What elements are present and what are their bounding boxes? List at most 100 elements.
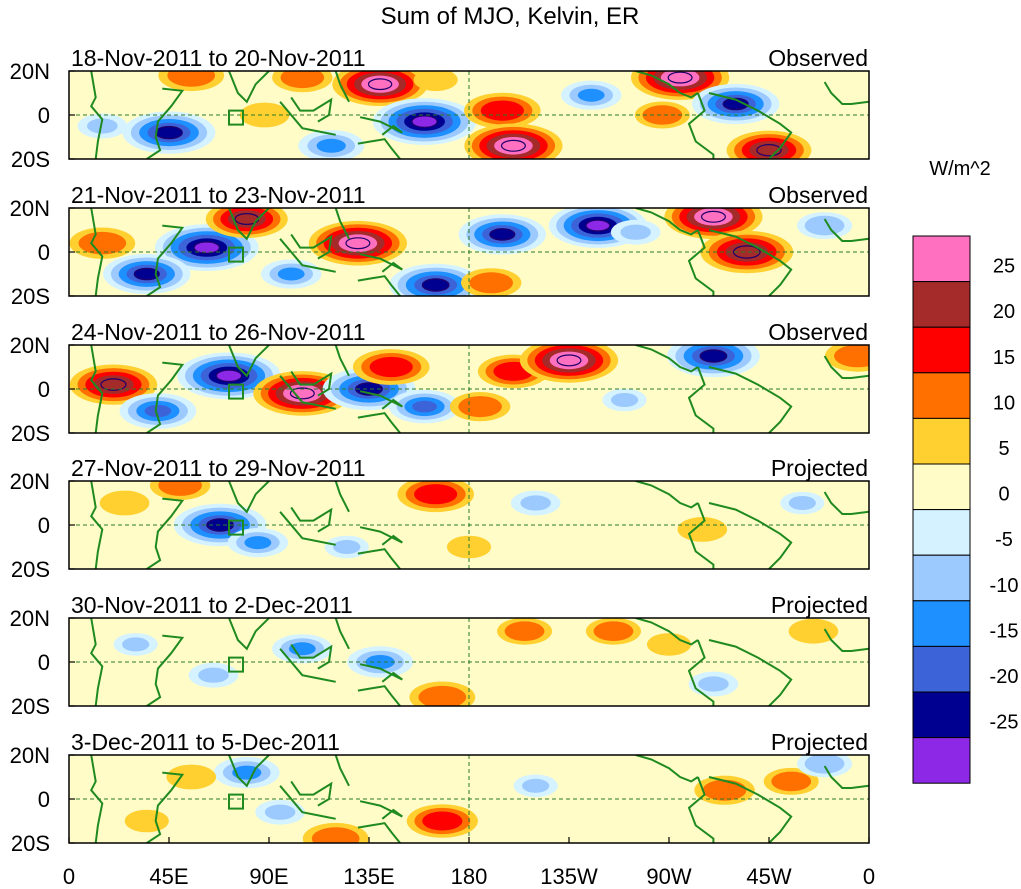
panel-date-range: 21-Nov-2011 to 23-Nov-2011: [71, 182, 366, 208]
colorbar-swatch: [912, 235, 971, 283]
anomaly-cell: [797, 212, 853, 240]
colorbar-swatch: [912, 417, 971, 465]
anomaly-cell: [119, 393, 197, 429]
anomaly-cell: [388, 389, 461, 424]
anomaly-cell: [694, 775, 755, 805]
region-box: [228, 246, 244, 263]
anomaly-cell: [406, 804, 478, 838]
anomaly-cell: [497, 618, 553, 645]
colorbar-swatch: [912, 645, 971, 693]
anomaly-cell: [239, 102, 290, 128]
anomaly-cell: [824, 345, 869, 372]
anomaly-cell: [372, 98, 477, 145]
panel-type-label: Observed: [768, 319, 868, 345]
colorbar-label: 0: [998, 484, 1009, 506]
anomaly-cell: [177, 352, 281, 400]
anomaly-cell: [324, 535, 369, 559]
panel-date-range: 18-Nov-2011 to 20-Nov-2011: [71, 45, 366, 71]
x-axis: 0 45E 90E 135E 180 135W 90W 45W 0: [63, 837, 875, 889]
y-tick-label: 20N: [10, 333, 50, 358]
anomaly-cell: [255, 799, 305, 825]
x-tick-label: 90W: [646, 864, 691, 889]
panel-3: 24-Nov-2011 to 26-Nov-2011 Observed 20N 0 20…: [10, 319, 870, 446]
anomaly-cell: [726, 130, 812, 159]
colorbar: W/m^2 25 20 15 10 5 0 -5 -10 -15 -20 -25: [912, 158, 1019, 784]
panel-date-range: 24-Nov-2011 to 26-Nov-2011: [71, 319, 366, 345]
y-tick-label: 0: [38, 103, 50, 128]
region-box: [228, 656, 244, 673]
y-tick-label: 0: [38, 240, 50, 265]
plot-area: [69, 755, 869, 843]
panel-type-label: Observed: [768, 182, 868, 208]
y-tick-label: 20N: [10, 59, 50, 84]
anomaly-cell: [634, 101, 690, 129]
panel-date-range: 30-Nov-2011 to 2-Dec-2011: [71, 592, 353, 618]
anomaly-cell: [458, 214, 547, 255]
panel-date-range: 3-Dec-2011 to 5-Dec-2011: [71, 729, 340, 755]
anomaly-cell: [122, 111, 216, 154]
panel-type-label: Observed: [768, 45, 868, 71]
coastlines: [90, 208, 869, 296]
colorbar-label: -15: [990, 620, 1019, 642]
colorbar-swatch: [912, 600, 971, 647]
panel-type-label: Projected: [771, 729, 868, 755]
y-tick-label: 20S: [11, 557, 50, 582]
y-tick-label: 20S: [11, 694, 50, 719]
y-tick-label: 20N: [10, 196, 50, 221]
anomaly-cell: [261, 259, 322, 289]
colorbar-swatch: [912, 281, 971, 328]
anomaly-cell: [700, 230, 794, 274]
y-tick-label: 20N: [10, 606, 50, 631]
anomaly-cell: [797, 755, 853, 778]
y-tick-label: 20S: [11, 421, 50, 446]
anomaly-cell: [124, 809, 169, 833]
anomaly-cell: [602, 388, 647, 412]
anomaly-cell: [464, 123, 563, 159]
x-tick-label: 135W: [540, 864, 598, 889]
anomaly-cell: [158, 71, 225, 92]
anomaly-cell: [332, 71, 428, 106]
y-tick-label: 0: [38, 650, 50, 675]
anomaly-cell: [69, 227, 136, 259]
anomaly-cell: [585, 618, 641, 645]
coastlines: [90, 618, 869, 706]
anomaly-cell: [99, 490, 150, 516]
colorbar-swatch: [912, 463, 971, 511]
anomaly-cell: [519, 345, 619, 383]
colorbar-label: 20: [993, 301, 1015, 323]
anomaly-cell: [308, 220, 407, 266]
anomaly-cell: [561, 80, 622, 110]
y-tick-label: 0: [38, 513, 50, 538]
anomaly-cell: [302, 822, 369, 843]
panel-date-range: 27-Nov-2011 to 29-Nov-2011: [71, 455, 366, 481]
colorbar-swatch: [912, 326, 971, 374]
region-box: [228, 109, 244, 126]
plot-area: [69, 71, 869, 159]
coastlines: [90, 345, 869, 433]
anomaly-cell: [691, 83, 780, 125]
anomaly-cell: [646, 633, 692, 656]
colorbar-label: 25: [993, 256, 1015, 278]
panel-type-label: Projected: [771, 592, 868, 618]
anomaly-cell: [188, 662, 239, 688]
anomaly-cell: [227, 528, 289, 558]
coastlines: [90, 481, 869, 569]
colorbar-label: -25: [990, 712, 1019, 734]
anomaly-cell: [464, 92, 541, 129]
panel-4: 27-Nov-2011 to 29-Nov-2011 Projected 20N 0 2…: [10, 455, 870, 582]
x-tick-label: 45W: [746, 864, 791, 889]
panel-1: 18-Nov-2011 to 20-Nov-2011 Observed 20N 0 20…: [10, 45, 870, 172]
y-tick-label: 20S: [11, 147, 50, 172]
x-tick-label: 90E: [249, 864, 288, 889]
units-label: W/m^2: [929, 158, 991, 180]
anomaly-cell: [413, 71, 458, 92]
y-tick-label: 20S: [11, 831, 50, 856]
plot-area: [69, 481, 869, 569]
anomaly-cell: [664, 208, 763, 240]
x-tick-label: 180: [451, 864, 488, 889]
plot-area: [69, 208, 869, 296]
anomaly-cell: [780, 491, 825, 515]
panel-5: 30-Nov-2011 to 2-Dec-2011 Projected 20N 0 20…: [10, 592, 870, 719]
colorbar-label: 15: [993, 347, 1015, 369]
region-box: [228, 519, 244, 536]
